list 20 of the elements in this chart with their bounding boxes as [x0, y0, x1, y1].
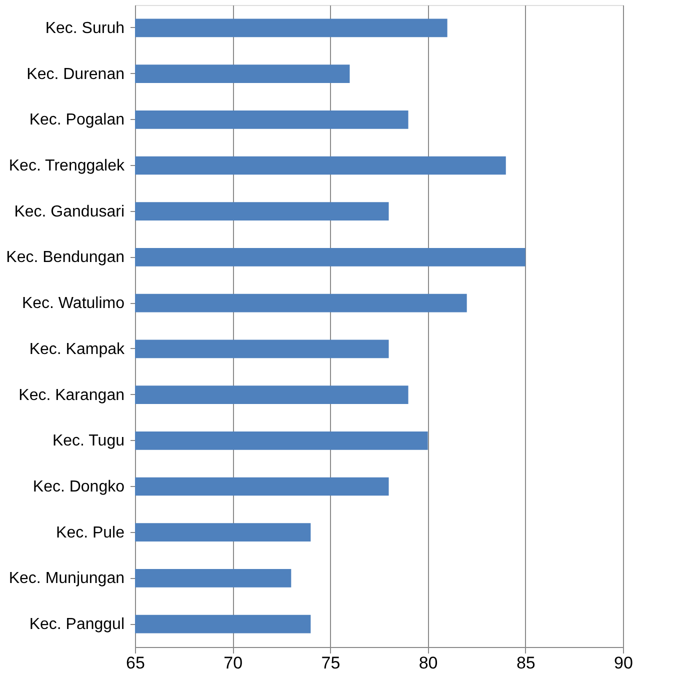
y-tick-label: Kec. Dongko: [32, 478, 125, 496]
x-tick-label: 65: [126, 654, 145, 672]
y-tick-label: Kec. Kampak: [29, 340, 126, 358]
y-tick-label: Kec. Trenggalek: [8, 158, 126, 174]
y-tick-label: Kec. Panggul: [29, 616, 124, 634]
y-tick-label: Kec. Munjungan: [8, 570, 124, 588]
y-tick-label: Kec. Tugu: [52, 432, 124, 450]
y-tick-label: Kec. Durenan: [26, 66, 124, 83]
x-tick-label: 90: [614, 654, 633, 672]
y-tick-label: Kec. Pogalan: [29, 112, 124, 129]
x-tick-label: 70: [224, 654, 243, 672]
y-tick-label: Kec. Gandusari: [14, 203, 124, 220]
x-tick-label: 75: [321, 654, 340, 672]
y-tick-label: Kec. Suruh: [45, 20, 124, 37]
y-tick-label: Kec. Karangan: [18, 386, 124, 404]
y-tick-label: Kec. Bendungan: [6, 249, 124, 266]
y-tick-label: Kec. Pule: [56, 524, 125, 542]
y-tick-label: Kec. Watulimo: [22, 295, 125, 312]
x-tick-label: 85: [516, 654, 536, 672]
x-tick-label: 80: [418, 654, 438, 672]
